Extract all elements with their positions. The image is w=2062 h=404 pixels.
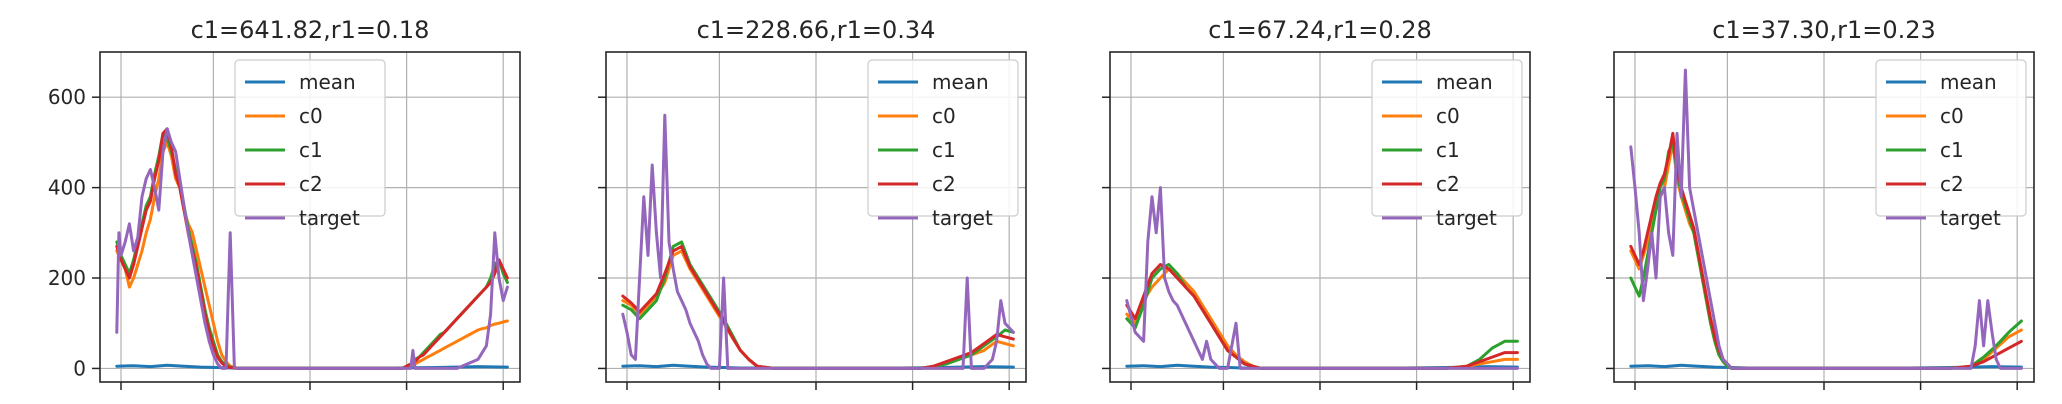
legend-label-target: target: [932, 206, 993, 230]
axes-frame: [1613, 51, 2035, 383]
legend-label-mean: mean: [932, 70, 989, 94]
legend: mean c0 c1 c2 target: [1371, 59, 1523, 230]
legend: mean c0 c1 c2 target: [867, 59, 1019, 230]
legend-label-c2: c2: [299, 172, 323, 196]
series-line-c2: [621, 244, 1015, 370]
legend-label-c1: c1: [1940, 138, 1964, 162]
legend-label-c0: c0: [932, 104, 956, 128]
panel-4: c1=37.30,r1=0.23 mean c0 c1 c2 target: [1606, 16, 2035, 390]
y-tick-label-2: 200: [48, 266, 86, 290]
legend-box: [867, 59, 1019, 217]
legend-label-c0: c0: [1436, 104, 1460, 128]
legend-label-target: target: [299, 206, 360, 230]
legend-label-c2: c2: [932, 172, 956, 196]
legend-label-c1: c1: [932, 138, 956, 162]
legend-label-mean: mean: [1940, 70, 1997, 94]
panel-title: c1=67.24,r1=0.28: [1208, 16, 1432, 44]
legend-label-mean: mean: [1436, 70, 1493, 94]
legend-label-c0: c0: [299, 104, 323, 128]
series-group: [115, 127, 509, 370]
series-line-target: [1629, 68, 2023, 370]
legend-label-c2: c2: [1436, 172, 1460, 196]
y-tick-label-1: 0: [73, 356, 86, 380]
legend-label-target: target: [1940, 206, 2001, 230]
series-line-c0: [621, 249, 1015, 370]
series-group: [1125, 186, 1519, 370]
ticks: [598, 96, 1010, 390]
ticks: [1102, 96, 1514, 390]
y-tick-label-3: 400: [48, 176, 86, 200]
legend-label-c1: c1: [299, 138, 323, 162]
legend-label-mean: mean: [299, 70, 356, 94]
series-line-c1: [621, 240, 1015, 370]
legend-box: [1875, 59, 2027, 217]
series-group: [1629, 68, 2023, 370]
legend-box: [234, 59, 386, 217]
legend-label-c1: c1: [1436, 138, 1460, 162]
axes-frame: [1109, 51, 1531, 383]
series-group: [621, 113, 1015, 370]
panel-title: c1=37.30,r1=0.23: [1712, 16, 1936, 44]
panel-1: c1=641.82,r1=0.18 0 200 400 600 mean c0 c1 c2 tar…: [48, 16, 521, 390]
legend: mean c0 c1 c2 target: [1875, 59, 2027, 230]
legend: mean c0 c1 c2 target: [234, 59, 386, 230]
series-line-target: [621, 113, 1015, 370]
legend-label-target: target: [1436, 206, 1497, 230]
y-tick-label-4: 600: [48, 85, 86, 109]
legend-label-c2: c2: [1940, 172, 1964, 196]
series-line-target: [1125, 186, 1519, 370]
panel-title: c1=228.66,r1=0.34: [697, 16, 936, 44]
legend-box: [1371, 59, 1523, 217]
axes-frame: [605, 51, 1027, 383]
panel-2: c1=228.66,r1=0.34 mean c0 c1 c2 target: [598, 16, 1027, 390]
axes-frame: [99, 51, 521, 383]
panel-3: c1=67.24,r1=0.28 mean c0 c1 c2 target: [1102, 16, 1531, 390]
series-line-target: [115, 127, 509, 370]
panel-title: c1=641.82,r1=0.18: [191, 16, 430, 44]
ticks: [1606, 96, 2018, 390]
legend-label-c0: c0: [1940, 104, 1964, 128]
ticks: [92, 96, 504, 390]
